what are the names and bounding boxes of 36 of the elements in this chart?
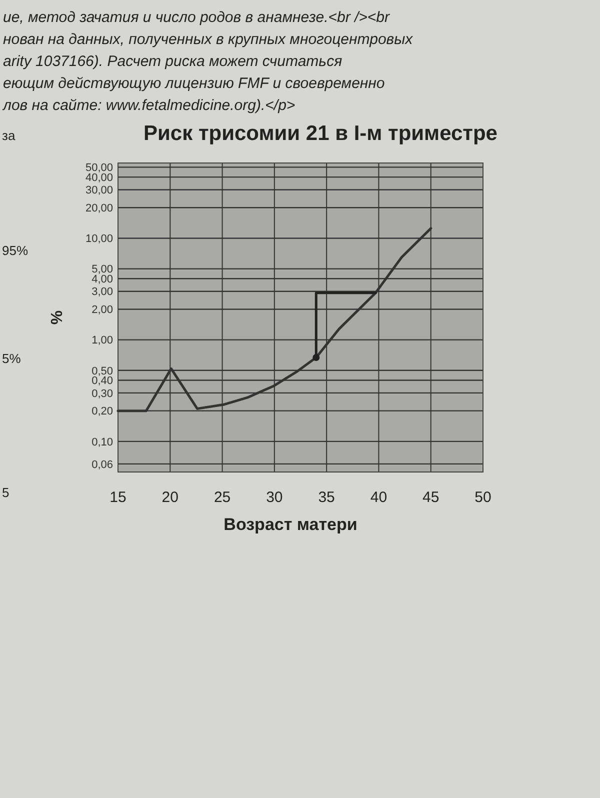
text: 5 <box>2 485 10 500</box>
y-tick-label: 30,00 <box>85 184 113 197</box>
y-tick-label: 0,10 <box>92 436 113 448</box>
x-tick-label: 35 <box>318 489 335 506</box>
y-tick-label: 50,00 <box>85 162 113 174</box>
y-tick-label: 0,40 <box>92 375 113 388</box>
x-tick-label: 40 <box>370 489 388 506</box>
y-tick-label: 0,30 <box>92 388 113 400</box>
y-tick-label: 10,00 <box>85 233 113 246</box>
x-tick-label: 25 <box>214 489 231 506</box>
y-tick-label: 3,00 <box>92 286 113 298</box>
chart-title: Риск трисомии 21 в I-м триместре <box>144 122 498 145</box>
x-tick-label: 30 <box>266 489 283 506</box>
y-axis-title: % <box>49 310 66 325</box>
x-tick-label: 20 <box>162 489 178 506</box>
text: arity 1037166). Расчет риска может считаться <box>3 53 342 70</box>
text: 95% <box>2 243 28 258</box>
text: ие, метод зачатия и число родов в анамнезе.<br /><br <box>3 9 391 26</box>
y-tick-label: 40,00 <box>85 172 113 184</box>
x-tick-label: 50 <box>474 489 492 506</box>
text: лов на сайте: www.fetalmedicine.org).</p> <box>2 97 296 114</box>
y-tick-label: 0,06 <box>92 458 113 471</box>
text: 5% <box>2 351 22 366</box>
y-tick-label: 20,00 <box>85 202 113 214</box>
text: нован на данных, полученных в крупных многоцентровых <box>3 31 414 48</box>
text: за <box>2 128 16 143</box>
y-tick-label: 5,00 <box>92 264 113 276</box>
y-tick-label: 0,20 <box>92 406 113 418</box>
x-tick-label: 15 <box>110 489 126 506</box>
x-axis-title: Возраст матери <box>224 515 358 534</box>
y-tick-label: 0,50 <box>92 365 113 378</box>
y-tick-label: 4,00 <box>92 274 113 286</box>
text: еющим действующую лицензию FMF и своевременно <box>3 75 385 92</box>
y-tick-label: 2,00 <box>92 304 113 316</box>
x-tick-label: 45 <box>422 489 440 506</box>
y-tick-label: 1,00 <box>92 334 113 347</box>
